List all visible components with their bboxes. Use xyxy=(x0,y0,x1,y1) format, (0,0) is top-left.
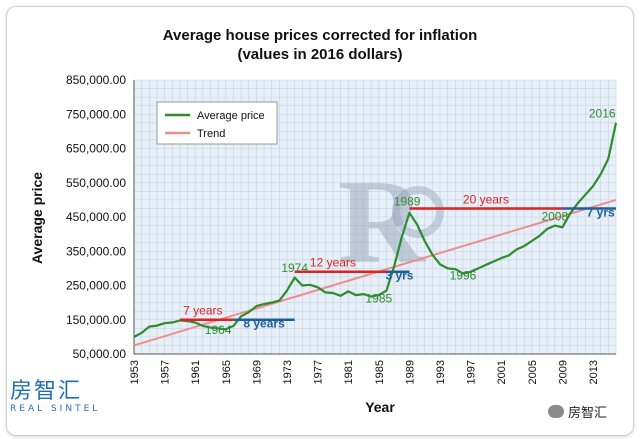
wechat-icon xyxy=(548,405,564,418)
y-tick-label: 850,000.00 xyxy=(66,73,126,87)
x-tick-labels: 1953 1957 1961 1965 1969 1973 1977 1981 1985 1989… xyxy=(129,360,600,384)
point-year-label: 1974 xyxy=(281,261,308,275)
watermark-r-logo: R xyxy=(338,155,444,288)
chart-title: Average house prices corrected for infla… xyxy=(162,27,478,44)
point-labels: 1964 1974 1985 1989 1996 2008 2016 xyxy=(205,107,616,337)
annotation-label: 12 years xyxy=(310,256,356,270)
y-tick-label: 350,000.00 xyxy=(66,244,126,258)
brand-logo-text: 房智汇 xyxy=(10,379,83,404)
legend: Average price Trend xyxy=(156,101,278,145)
y-tick-label: 250,000.00 xyxy=(66,279,126,293)
chart-subtitle: (values in 2016 dollars) xyxy=(237,46,403,63)
point-year-label: 2008 xyxy=(541,209,568,223)
x-tick-label: 1957 xyxy=(160,360,172,384)
point-year-label: 1985 xyxy=(365,292,392,306)
x-tick-label: 1969 xyxy=(251,360,263,384)
annotation-label: 20 years xyxy=(463,192,509,206)
brand-logo-subtext: REAL SINTEL xyxy=(10,404,101,414)
x-tick-label: 1993 xyxy=(435,360,447,384)
y-tick-label: 750,000.00 xyxy=(66,107,126,121)
y-tick-label: 150,000.00 xyxy=(66,313,126,327)
point-year-label: 1989 xyxy=(394,195,421,209)
y-tick-label: 550,000.00 xyxy=(66,176,126,190)
x-tick-label: 2009 xyxy=(557,360,569,384)
x-tick-label: 1961 xyxy=(190,360,202,384)
y-axis-label: Average price xyxy=(29,172,45,264)
x-tick-label: 2013 xyxy=(588,360,600,384)
y-tick-label: 650,000.00 xyxy=(66,142,126,156)
annotations: 7 years 8 years 12 years 3 yrs 20 years 7 yrs xyxy=(179,192,616,330)
legend-label-trend: Trend xyxy=(197,128,225,140)
x-tick-label: 1985 xyxy=(374,360,386,384)
series-line-average-price xyxy=(133,122,618,338)
x-tick-label: 2005 xyxy=(527,360,539,384)
legend-label-average-price: Average price xyxy=(197,110,265,122)
x-tick-label: 1973 xyxy=(282,360,294,384)
x-tick-label: 1989 xyxy=(404,360,416,384)
account-badge: 房智汇 xyxy=(548,402,607,421)
y-tick-label: 450,000.00 xyxy=(66,210,126,224)
annotation-label: 7 years xyxy=(183,304,222,318)
account-name: 房智汇 xyxy=(568,406,608,421)
x-tick-label: 1965 xyxy=(221,360,233,384)
svg-text:R: R xyxy=(338,155,426,288)
annotation-label: 3 yrs xyxy=(385,268,413,282)
point-year-label: 1996 xyxy=(450,268,477,282)
annotation-label: 8 years xyxy=(243,316,285,330)
x-tick-label: 1981 xyxy=(343,360,355,384)
x-tick-label: 1977 xyxy=(313,360,325,384)
y-tick-label: 50,000.00 xyxy=(73,347,127,361)
x-tick-label: 1997 xyxy=(466,360,478,384)
point-year-label: 2016 xyxy=(589,107,616,121)
x-axis-label: Year xyxy=(365,399,395,415)
y-tick-labels: 50,000.00 150,000.00 250,000.00 350,000.00 4… xyxy=(66,73,126,361)
axes xyxy=(133,80,616,355)
legend-box xyxy=(156,101,278,145)
x-tick-label: 1953 xyxy=(129,360,141,384)
brand-logo: 房智汇 REAL SINTEL xyxy=(10,379,101,415)
x-tick-label: 2001 xyxy=(496,360,508,384)
point-year-label: 1964 xyxy=(205,323,232,337)
annotation-label: 7 yrs xyxy=(587,205,615,219)
